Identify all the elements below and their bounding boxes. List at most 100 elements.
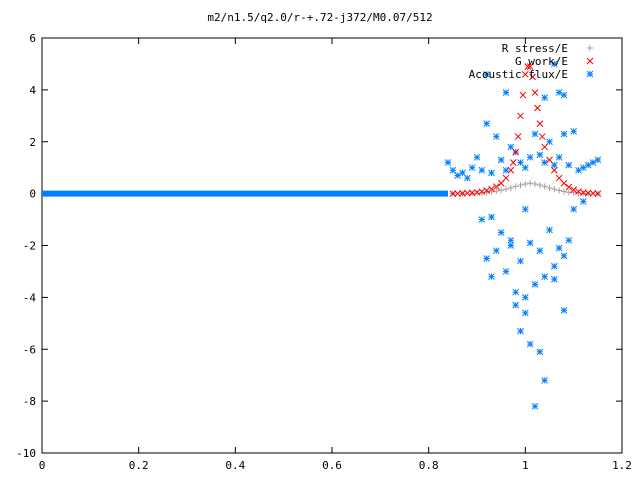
data-point	[560, 179, 568, 187]
legend-marker	[586, 57, 594, 65]
data-points	[42, 60, 602, 410]
data-point	[556, 187, 563, 194]
data-point	[488, 185, 495, 193]
plot-axes: 0 0.2 0.4 0.6 0.8 1 1.2 -10 -8 -6 -4 -2 0 2 4 6	[16, 32, 632, 472]
data-point	[512, 183, 519, 190]
data-point	[560, 130, 568, 138]
data-point	[550, 262, 558, 270]
data-point	[555, 174, 563, 182]
data-point	[497, 229, 505, 236]
data-point	[536, 182, 543, 189]
data-point	[507, 236, 515, 244]
data-point	[561, 188, 567, 195]
data-point	[555, 153, 563, 161]
data-point	[507, 242, 515, 249]
data-point	[536, 348, 544, 356]
data-point	[541, 183, 548, 190]
data-point	[546, 226, 553, 234]
data-point	[536, 120, 544, 127]
data-point	[550, 166, 558, 174]
data-point	[483, 70, 491, 78]
data-point	[550, 161, 558, 169]
data-point	[570, 205, 578, 213]
data-point	[565, 183, 573, 191]
data-point	[534, 104, 541, 112]
y-tick-label: -2	[23, 240, 36, 253]
series-2	[42, 60, 602, 410]
data-point	[521, 309, 529, 317]
data-point	[529, 73, 536, 81]
data-point	[473, 153, 481, 161]
legend-label: R stress/E	[502, 42, 568, 55]
data-point	[502, 268, 510, 275]
data-point	[517, 257, 524, 265]
data-point	[517, 182, 524, 189]
data-point	[526, 340, 534, 348]
data-point	[507, 166, 515, 174]
data-point	[536, 247, 544, 255]
x-tick-label: 0	[39, 459, 46, 472]
data-point	[502, 166, 510, 174]
legend-marker	[586, 70, 594, 78]
data-point	[531, 281, 539, 288]
data-point	[560, 252, 568, 260]
data-point	[492, 247, 500, 255]
data-point	[517, 112, 524, 120]
data-point	[541, 377, 549, 384]
data-point	[531, 130, 539, 138]
data-point	[449, 166, 457, 174]
data-point	[565, 236, 573, 244]
data-point	[509, 159, 517, 166]
data-point	[497, 156, 505, 164]
data-point	[517, 159, 524, 166]
data-point	[570, 128, 578, 135]
data-point	[492, 183, 500, 190]
data-point	[488, 188, 495, 195]
y-tick-label: -8	[23, 395, 36, 408]
data-point	[531, 402, 539, 410]
data-point	[521, 205, 529, 213]
data-point	[507, 184, 514, 191]
data-point	[524, 63, 532, 70]
data-point	[570, 186, 578, 194]
data-point	[488, 169, 495, 177]
data-point	[492, 133, 500, 140]
series-0	[449, 180, 601, 197]
data-point	[478, 166, 486, 174]
data-point	[449, 190, 457, 197]
data-point	[541, 143, 549, 151]
data-point	[536, 151, 544, 159]
data-point	[550, 60, 558, 68]
data-point	[522, 181, 529, 188]
data-point	[546, 156, 553, 164]
data-point	[512, 288, 520, 296]
y-tick-label: 6	[29, 32, 36, 45]
data-point	[483, 120, 491, 127]
data-point	[560, 306, 568, 314]
y-tick-label: -6	[23, 343, 36, 356]
series-baseline	[42, 190, 448, 197]
y-tick-label: -10	[16, 447, 36, 460]
data-point	[526, 153, 534, 161]
y-tick-label: 0	[29, 188, 36, 201]
x-tick-label: 1	[522, 459, 529, 472]
legend-label: G work/E	[515, 55, 568, 68]
data-point	[503, 186, 509, 193]
x-tick-label: 0.2	[129, 459, 149, 472]
data-point	[488, 273, 495, 280]
data-point	[551, 186, 558, 193]
data-point	[560, 91, 568, 99]
data-point	[514, 133, 522, 140]
y-tick-label: 4	[29, 84, 36, 97]
data-point	[497, 179, 505, 187]
data-point	[555, 244, 563, 252]
data-point	[541, 273, 549, 280]
x-tick-label: 0.4	[225, 459, 245, 472]
data-point	[507, 143, 515, 151]
plot-frame	[41, 37, 623, 454]
x-tick-label: 0.8	[419, 459, 439, 472]
data-point	[483, 187, 491, 194]
data-point	[478, 216, 486, 223]
data-point	[555, 89, 563, 96]
